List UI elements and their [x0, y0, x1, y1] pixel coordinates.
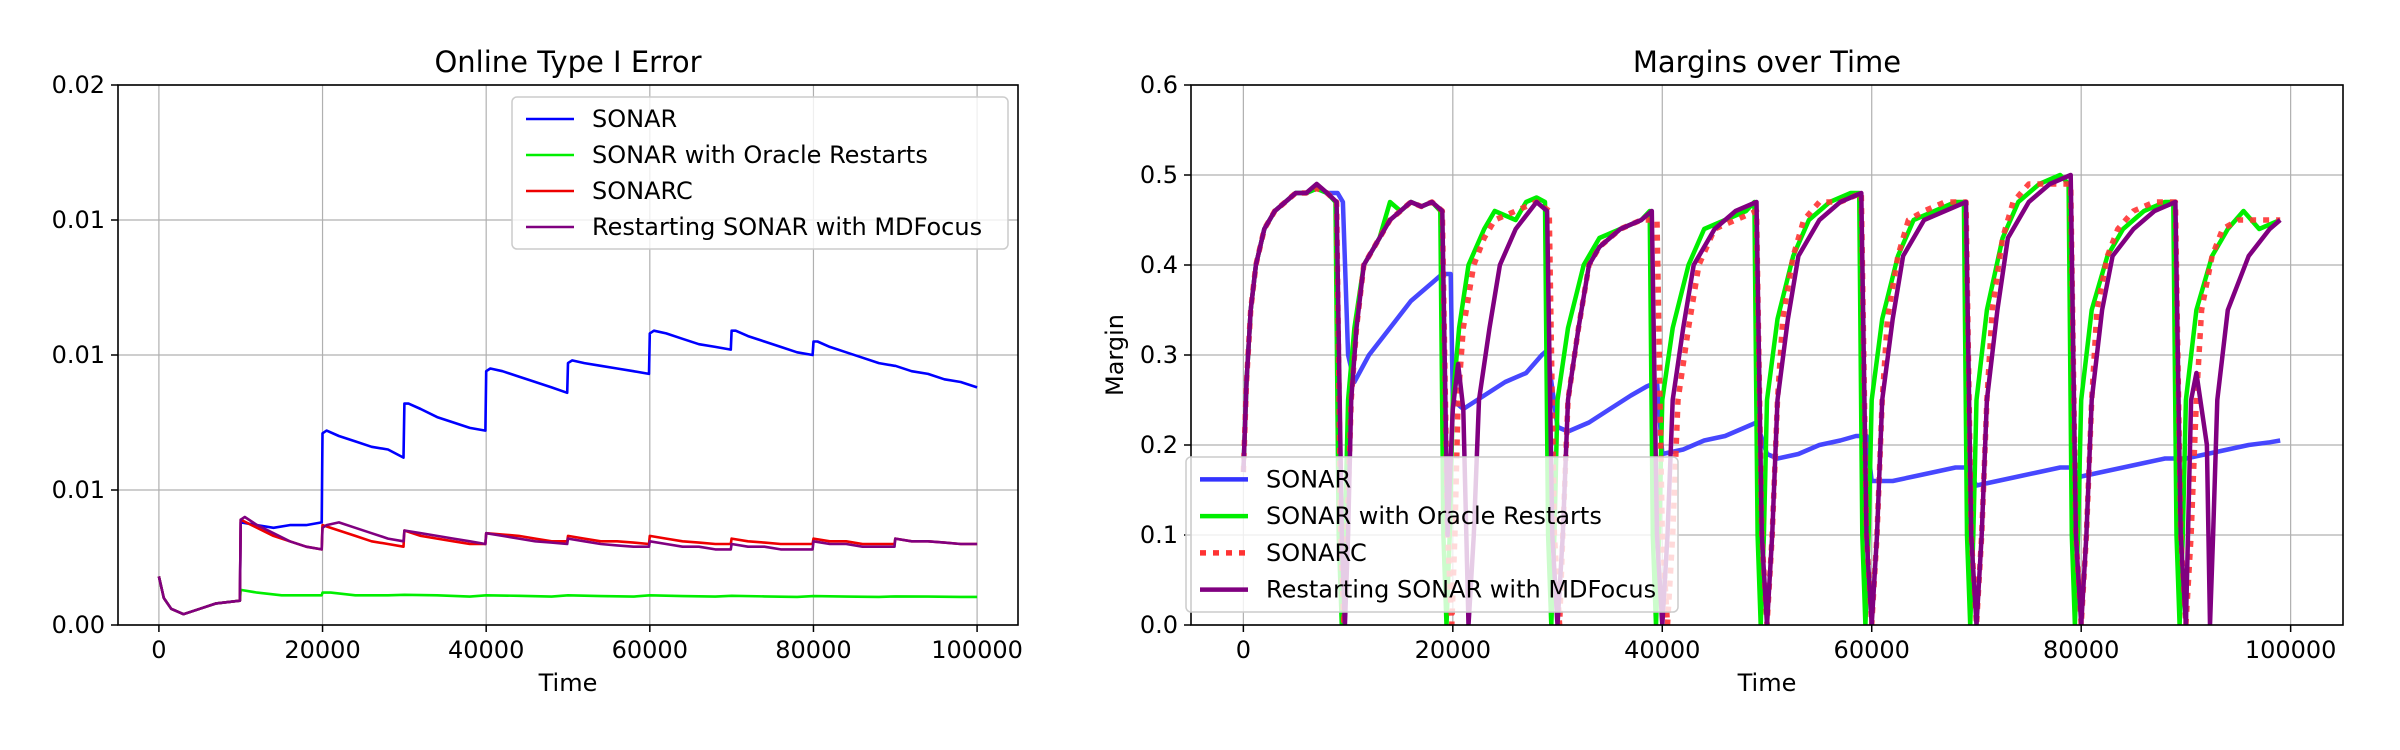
- y-tick-label: 0.02: [52, 71, 105, 99]
- x-tick-label: 0: [1236, 636, 1251, 664]
- legend-label: SONAR: [592, 105, 677, 133]
- x-tick-label: 80000: [775, 636, 851, 664]
- x-tick-label: 40000: [448, 636, 524, 664]
- y-tick-label: 0.01: [52, 341, 105, 369]
- chart-panel-2: 0 20000 40000 60000 80000 100000 0.0 0.1 0.2 0.3 0…: [1101, 45, 2344, 697]
- legend-label: SONAR with Oracle Restarts: [1266, 502, 1602, 530]
- legend: SONAR SONAR with Oracle Restarts SONARC Res…: [1185, 456, 1679, 613]
- chart-panel-1: 0 20000 40000 60000 80000 100000 0.00 0.01 0.01 0…: [52, 45, 1023, 697]
- x-tick-label: 100000: [931, 636, 1023, 664]
- y-axis-label: Margin: [1101, 314, 1129, 396]
- y-tick-label: 0.1: [1140, 521, 1178, 549]
- x-tick-label: 40000: [1624, 636, 1700, 664]
- series-group: [157, 329, 978, 616]
- x-axis-label: Time: [1737, 669, 1797, 697]
- legend-label: SONAR with Oracle Restarts: [592, 141, 928, 169]
- legend-label: Restarting SONAR with MDFocus: [592, 213, 982, 241]
- x-tick-label: 0: [151, 636, 166, 664]
- legend-label: SONAR: [1266, 465, 1351, 493]
- y-tick-label: 0.6: [1140, 71, 1178, 99]
- legend: SONAR SONAR with Oracle Restarts SONARC Res…: [511, 96, 1009, 250]
- legend-label: Restarting SONAR with MDFocus: [1266, 576, 1656, 604]
- legend-label: SONARC: [1266, 539, 1367, 567]
- series-line-sonarc: [157, 518, 978, 616]
- legend-box: [1185, 456, 1679, 613]
- y-tick-label: 0.0: [1140, 611, 1178, 639]
- x-tick-label: 20000: [284, 636, 360, 664]
- series-line-restarting-sonar-with-mdfocus: [1241, 172, 2282, 625]
- y-tick-label: 0.01: [52, 206, 105, 234]
- y-tick-label: 0.01: [52, 476, 105, 504]
- series-line-sonar: [157, 329, 978, 616]
- y-tick-label: 0.00: [52, 611, 105, 639]
- y-tick-label: 0.3: [1140, 341, 1178, 369]
- x-tick-label: 80000: [2043, 636, 2119, 664]
- series-line-sonar-with-oracle-restarts: [157, 576, 978, 616]
- legend-label: SONARC: [592, 177, 693, 205]
- series-group: [1240, 172, 2282, 625]
- x-tick-label: 100000: [2245, 636, 2337, 664]
- x-tick-label: 20000: [1415, 636, 1491, 664]
- series-line-restarting-sonar-with-mdfocus: [157, 515, 978, 616]
- x-tick-label: 60000: [1834, 636, 1910, 664]
- chart-title: Margins over Time: [1633, 45, 1901, 79]
- x-tick-label: 60000: [612, 636, 688, 664]
- x-axis-label: Time: [538, 669, 598, 697]
- y-tick-label: 0.4: [1140, 251, 1178, 279]
- legend-box: [511, 96, 1009, 250]
- y-tick-label: 0.5: [1140, 161, 1178, 189]
- chart-title: Online Type I Error: [434, 45, 701, 79]
- y-tick-label: 0.2: [1140, 431, 1178, 459]
